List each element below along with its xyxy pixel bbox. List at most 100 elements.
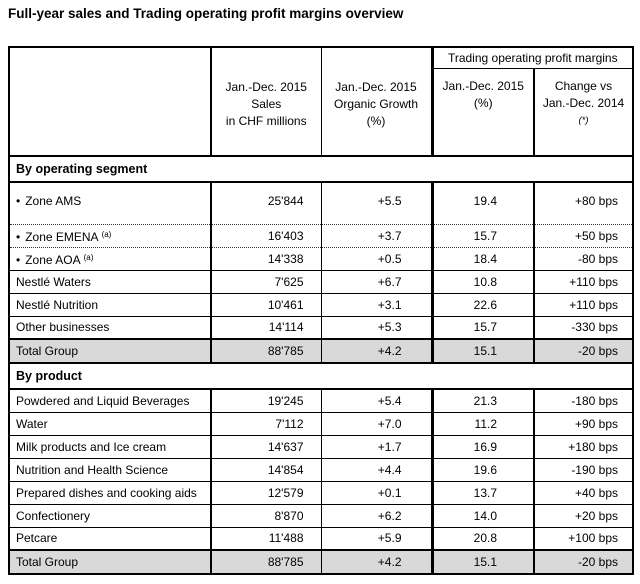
sales-value: 12'579: [211, 481, 322, 505]
row-label: Other businesses: [16, 320, 110, 335]
section-header-operating-segment: By operating segment: [9, 155, 634, 183]
margin-value: 18.4: [432, 247, 535, 271]
change-value: +100 bps: [534, 527, 634, 551]
header-change-line1: Change vs: [554, 78, 613, 93]
margin-value: 13.7: [432, 481, 535, 505]
row-label-cell: Powdered and Liquid Beverages: [9, 389, 212, 413]
bullet-icon: •: [16, 252, 21, 267]
row-label: Milk products and Ice cream: [16, 439, 167, 454]
header-margin-line2: (%): [473, 95, 493, 110]
header-sales-line3: in CHF millions: [225, 114, 307, 128]
row-label: Total Group: [16, 344, 79, 358]
row-label-cell: Nutrition and Health Science: [9, 458, 212, 482]
row-label: Nestlé Nutrition: [16, 297, 99, 312]
table-row-zone-aoa: • Zone AOA (a) 14'338 +0.5 18.4 -80 bps: [9, 247, 634, 271]
sales-value: 88'785: [211, 549, 322, 574]
change-value: -330 bps: [534, 316, 634, 340]
margin-value: 15.1: [432, 549, 535, 574]
change-value: +110 bps: [534, 293, 634, 317]
table-row-zone-ams: • Zone AMS 25'844 +5.5 19.4 +80 bps: [9, 182, 634, 225]
header-change-line2: Jan.-Dec. 2014: [542, 95, 625, 110]
margin-value: 15.7: [432, 316, 535, 340]
header-sales-line2: Sales: [251, 97, 282, 111]
row-label-cell: Confectionery: [9, 504, 212, 528]
growth-value: +5.5: [321, 182, 434, 225]
header-margin-line1: Jan.-Dec. 2015: [442, 78, 524, 93]
margin-value: 16.9: [432, 435, 535, 459]
footnote-ref: (a): [101, 229, 112, 239]
sales-value: 10'461: [211, 293, 322, 317]
row-label-cell: Water: [9, 412, 212, 436]
sales-value: 19'245: [211, 389, 322, 413]
table-row-nestle-waters: Nestlé Waters 7'625 +6.7 10.8 +110 bps: [9, 270, 634, 294]
growth-value: +5.9: [321, 527, 434, 551]
row-label: Total Group: [16, 555, 79, 569]
table-row-total-group-product: Total Group 88'785 +4.2 15.1 -20 bps: [9, 549, 634, 574]
growth-value: +4.4: [321, 458, 434, 482]
sales-value: 14'114: [211, 316, 322, 340]
margin-value: 19.6: [432, 458, 535, 482]
table-row-water: Water 7'112 +7.0 11.2 +90 bps: [9, 412, 634, 436]
margin-value: 20.8: [432, 527, 535, 551]
change-value: -180 bps: [534, 389, 634, 413]
change-value: +40 bps: [534, 481, 634, 505]
change-value: +90 bps: [534, 412, 634, 436]
change-value: +180 bps: [534, 435, 634, 459]
sales-value: 8'870: [211, 504, 322, 528]
header-growth-line3: (%): [366, 114, 386, 128]
header-cell-margin-2015: Jan.-Dec. 2015 (%): [432, 68, 535, 157]
row-label: Prepared dishes and cooking aids: [16, 485, 197, 500]
row-label: Petcare: [16, 531, 58, 546]
sales-value: 7'625: [211, 270, 322, 294]
sales-value: 7'112: [211, 412, 322, 436]
header-growth-line2: Organic Growth: [333, 97, 419, 111]
bullet-icon: •: [16, 194, 21, 209]
table-row-milk-products-ice-cream: Milk products and Ice cream 14'637 +1.7 …: [9, 435, 634, 459]
sales-value: 14'338: [211, 247, 322, 271]
sales-value: 14'637: [211, 435, 322, 459]
margin-value: 21.3: [432, 389, 535, 413]
row-label: Zone AMS: [25, 194, 82, 209]
change-value: +80 bps: [534, 182, 634, 225]
sales-margins-table: Jan.-Dec. 2015 Sales in CHF millions Jan…: [8, 46, 635, 575]
change-value: -80 bps: [534, 247, 634, 271]
row-label-cell: Nestlé Nutrition: [9, 293, 212, 317]
growth-value: +7.0: [321, 412, 434, 436]
margin-value: 14.0: [432, 504, 535, 528]
growth-value: +4.2: [321, 549, 434, 574]
header-cell-rowlabels: [9, 47, 212, 157]
row-label: Zone AOA: [25, 252, 81, 267]
row-label-cell: • Zone AOA (a): [9, 247, 212, 271]
growth-value: +4.2: [321, 338, 434, 363]
margin-value: 15.1: [432, 338, 535, 363]
section-label: By product: [9, 362, 634, 390]
row-label: Confectionery: [16, 508, 91, 523]
growth-value: +5.3: [321, 316, 434, 340]
sales-value: 16'403: [211, 224, 322, 248]
margin-value: 11.2: [432, 412, 535, 436]
growth-value: +1.7: [321, 435, 434, 459]
footnote-ref: (a): [83, 252, 94, 262]
table-row-confectionery: Confectionery 8'870 +6.2 14.0 +20 bps: [9, 504, 634, 528]
change-value: -190 bps: [534, 458, 634, 482]
row-label-cell: Other businesses: [9, 316, 212, 340]
page-title: Full-year sales and Trading operating pr…: [8, 6, 404, 21]
change-value: +110 bps: [534, 270, 634, 294]
change-value: -20 bps: [534, 549, 634, 574]
header-row-sub: Jan.-Dec. 2015 (%) Change vs Jan.-Dec. 2…: [9, 68, 634, 157]
change-value: +50 bps: [534, 224, 634, 248]
row-label-cell: Nestlé Waters: [9, 270, 212, 294]
row-label-cell: • Zone EMENA (a): [9, 224, 212, 248]
bullet-icon: •: [16, 229, 21, 244]
table-row-other-businesses: Other businesses 14'114 +5.3 15.7 -330 b…: [9, 316, 634, 340]
growth-value: +3.1: [321, 293, 434, 317]
row-label-cell: Petcare: [9, 527, 212, 551]
table-row-nutrition-health-science: Nutrition and Health Science 14'854 +4.4…: [9, 458, 634, 482]
growth-value: +5.4: [321, 389, 434, 413]
change-value: -20 bps: [534, 338, 634, 363]
row-label: Nutrition and Health Science: [16, 462, 169, 477]
header-row-group: Jan.-Dec. 2015 Sales in CHF millions Jan…: [9, 47, 634, 157]
growth-value: +0.5: [321, 247, 434, 271]
row-label-cell: Prepared dishes and cooking aids: [9, 481, 212, 505]
